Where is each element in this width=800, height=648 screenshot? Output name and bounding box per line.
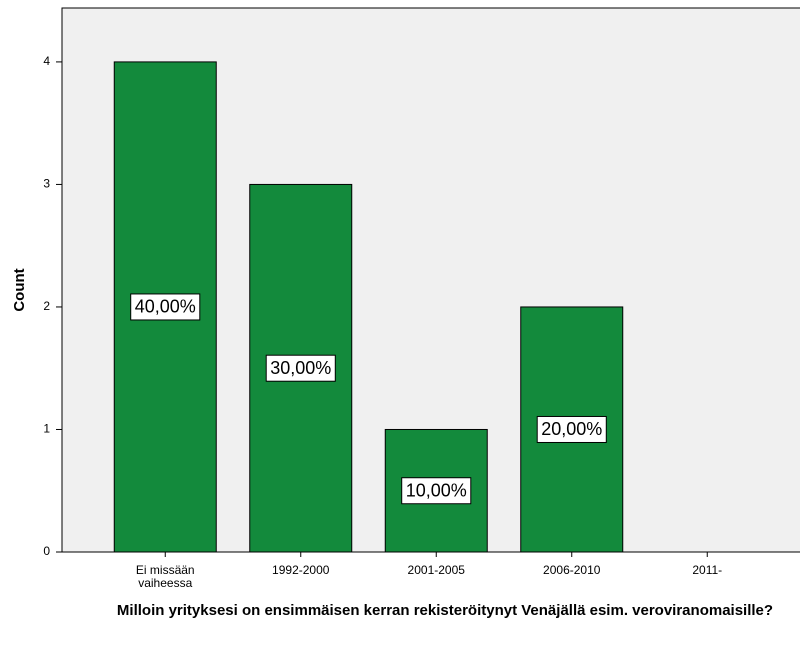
x-tick-label: 2006-2010 xyxy=(543,563,601,577)
y-tick-label: 2 xyxy=(43,299,50,313)
x-axis-title: Milloin yrityksesi on ensimmäisen kerran… xyxy=(116,602,774,619)
y-tick-label: 1 xyxy=(43,422,50,436)
y-axis-title: Count xyxy=(11,268,28,311)
label-box xyxy=(401,477,472,505)
label-box xyxy=(265,354,336,382)
x-tick-label: Ei missään vaiheessa xyxy=(135,563,195,590)
x-tick-label: 2011- xyxy=(692,563,723,577)
x-tick-label: 1992-2000 xyxy=(272,563,330,577)
percent-label: 30,00% xyxy=(270,358,331,378)
y-tick-label: 4 xyxy=(43,54,50,68)
percent-label: 40,00% xyxy=(135,297,196,317)
percent-label: 20,00% xyxy=(541,419,602,439)
label-box xyxy=(536,415,607,443)
y-tick-label: 3 xyxy=(43,177,50,191)
percent-label: 10,00% xyxy=(406,480,467,500)
x-tick-label: 2001-2005 xyxy=(407,563,465,577)
y-tick-label: 0 xyxy=(43,544,50,558)
label-box xyxy=(130,293,201,321)
